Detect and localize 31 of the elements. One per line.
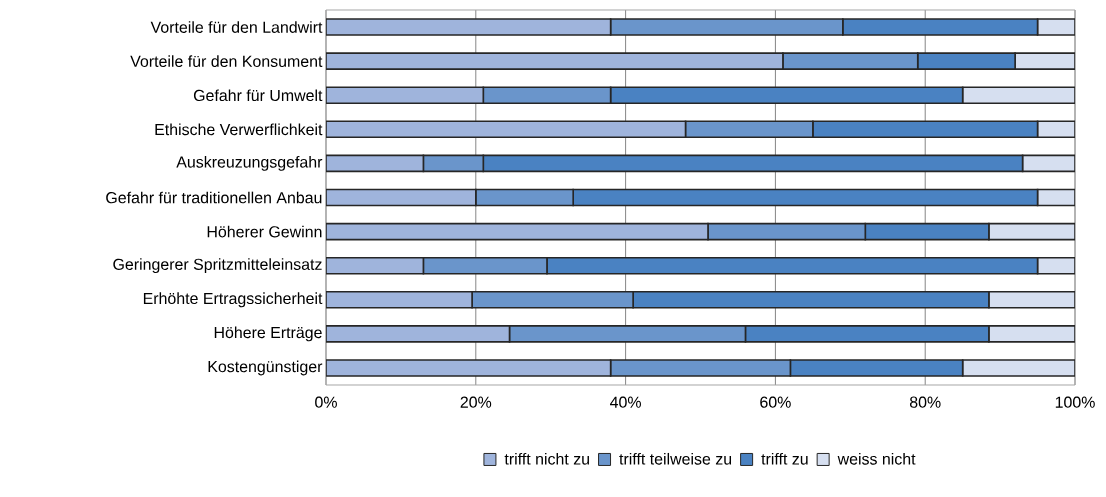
bar (1036, 256, 1076, 275)
legend-label: trifft nicht zu (504, 452, 589, 465)
legend-label: trifft zu (761, 452, 808, 465)
y-tick-label: Höhere Erträge (214, 326, 322, 342)
x-tick-label: 0% (315, 396, 337, 408)
y-tick-label: Auskreuzungsgefahr (176, 155, 323, 171)
y-tick-label: Geringerer Spritzmitteleinsatz (113, 258, 322, 274)
legend-label: weiss nicht (837, 452, 916, 465)
y-tick-label: Ethische Verwerflichkeit (155, 123, 323, 136)
bar (326, 154, 425, 173)
y-tick-label: Vorteile für den Konsument (130, 55, 323, 67)
x-tick-label: 100% (1055, 396, 1095, 408)
bar (326, 222, 709, 241)
bar (1021, 154, 1076, 173)
bar (988, 222, 1076, 241)
x-tick-label: 60% (760, 396, 791, 408)
y-tick-label: Vorteile für den Landwirt (150, 21, 323, 33)
x-tick-label: 20% (460, 396, 492, 408)
bar (326, 256, 425, 275)
legend-label: trifft teilweise zu (619, 452, 732, 465)
y-tick-label: Kostengünstiger (208, 360, 323, 376)
bar (326, 188, 477, 207)
x-tick-label: 80% (909, 396, 941, 408)
y-tick-label: Erhöhte Ertragssicherheit (143, 292, 323, 308)
x-tick-label: 40% (610, 396, 641, 408)
bar (1036, 188, 1076, 207)
y-tick-label: Höherer Gewinn (207, 225, 322, 238)
bar (326, 120, 687, 139)
y-tick-label: Gefahr für traditionellen Anbau (106, 191, 322, 204)
bar (1036, 120, 1076, 139)
y-tick-label: Gefahr für Umwelt (193, 89, 323, 102)
